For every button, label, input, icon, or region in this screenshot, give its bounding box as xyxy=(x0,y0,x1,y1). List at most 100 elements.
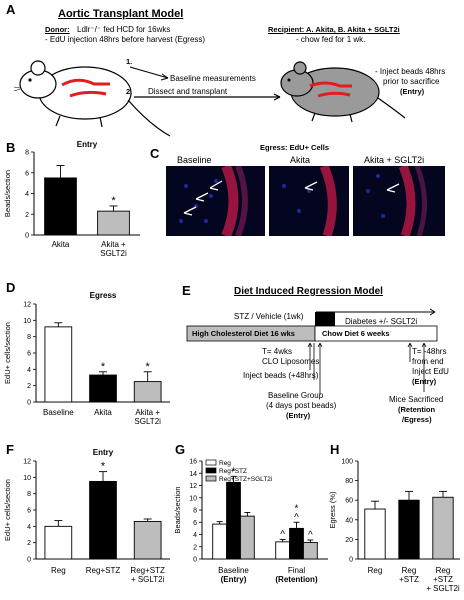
step-1-label: 1. xyxy=(126,57,133,66)
bar xyxy=(226,481,241,560)
category-label: Baseline xyxy=(43,408,74,417)
y-tick-label: 12 xyxy=(23,459,31,466)
y-tick-label: 12 xyxy=(189,483,197,490)
baseline-measure-label: Baseline measurements xyxy=(170,74,256,83)
y-tick-label: 4 xyxy=(27,524,31,531)
legend-swatch xyxy=(205,475,217,482)
significance-mark: * xyxy=(232,466,236,477)
timeline-schematic xyxy=(186,308,438,395)
y-tick-label: 10 xyxy=(23,475,31,482)
bar xyxy=(44,525,73,560)
stz-label: STZ / Vehicle (1wk) xyxy=(234,312,304,321)
bar xyxy=(398,499,420,560)
recipient-heading: Recipient: A. Akita, B. Akita + SGLT2i xyxy=(268,25,400,34)
category-label: Final (Retention) xyxy=(275,566,318,584)
bar xyxy=(289,527,304,560)
category-label: Reg+STZ+ SGLT2i xyxy=(426,566,460,593)
y-tick-label: 4 xyxy=(193,532,197,539)
chart-title: Entry xyxy=(77,140,98,149)
baseline-group-line3: (Entry) xyxy=(286,411,311,420)
bar xyxy=(364,508,386,560)
y-tick-label: 0 xyxy=(27,557,31,564)
category-label: Akita xyxy=(94,408,112,417)
t4-line2: CLO Liposomes xyxy=(262,357,320,366)
y-tick-label: 6 xyxy=(27,351,31,358)
step-2-label: 2. xyxy=(126,87,133,96)
y-tick-label: 60 xyxy=(345,498,353,505)
y-tick-label: 2 xyxy=(27,540,31,547)
donor-heading: Donor: xyxy=(45,25,70,34)
baseline-group-line2: (4 days post beads) xyxy=(266,401,337,410)
y-axis-label: Egress (%) xyxy=(328,491,337,529)
significance-mark: * xyxy=(111,195,116,207)
significance-mark: * xyxy=(101,361,106,373)
significance-mark: * xyxy=(101,461,106,473)
donor-mouse-icon xyxy=(13,60,171,137)
bar xyxy=(133,381,162,403)
panel-c-letter: C xyxy=(150,146,160,161)
category-label: Akita xyxy=(52,240,70,249)
donor-line2: - EdU injection 48hrs before harvest (Eg… xyxy=(45,35,206,44)
category-label: Reg+STZ xyxy=(86,566,121,575)
bar xyxy=(239,515,255,560)
legend-swatch xyxy=(205,459,217,466)
panel-d-letter: D xyxy=(6,280,16,295)
y-tick-label: 14 xyxy=(189,471,197,478)
bar xyxy=(89,480,117,560)
baseline-group-line1: Baseline Group xyxy=(268,391,324,400)
y-tick-label: 8 xyxy=(193,508,197,515)
inject-line1: - Inject beads 48hrs xyxy=(375,67,446,76)
y-axis-label: EdU+ cells/section xyxy=(3,479,12,541)
y-axis-label: Beads/section xyxy=(3,170,12,217)
bar xyxy=(432,496,454,560)
category-label: Reg xyxy=(51,566,66,575)
category-label: Akita + SGLT2i xyxy=(100,240,127,258)
panel-a-title: Aortic Transplant Model xyxy=(58,8,184,20)
y-tick-label: 10 xyxy=(189,495,197,502)
donor-desc: Ldlr⁻/⁻ fed HCD for 16wks xyxy=(77,25,171,34)
significance-mark: ^ xyxy=(280,529,285,540)
chart-title: Egress xyxy=(90,291,117,300)
y-tick-label: 16 xyxy=(189,459,197,466)
sacrificed-line2: (Retention xyxy=(398,405,436,414)
bar xyxy=(133,520,162,560)
y-tick-label: 40 xyxy=(345,517,353,524)
y-tick-label: 4 xyxy=(27,367,31,374)
transplant-schematic xyxy=(13,60,406,137)
micrograph-akita xyxy=(269,166,349,236)
stz-block xyxy=(315,312,335,326)
sacrificed-line1: Mice Sacrificed xyxy=(389,395,444,404)
tm48-line2: from end xyxy=(412,357,444,366)
y-tick-label: 100 xyxy=(341,459,353,466)
y-tick-label: 2 xyxy=(25,212,29,219)
chart-f: 0 2 4 6 8 10 12 EdU+ cells/section Entry Reg * Reg+… xyxy=(3,448,170,584)
panel-g-letter: G xyxy=(175,442,186,457)
micrograph-akita-sglt2i xyxy=(353,166,445,236)
panel-b-letter: B xyxy=(6,140,16,155)
micrograph-baseline xyxy=(166,166,265,236)
t4-line1: T= 4wks xyxy=(262,347,293,356)
significance-mark: * ^ xyxy=(294,503,299,523)
y-tick-label: 12 xyxy=(23,302,31,309)
inject-beads-label: Inject beads (+48hrs) xyxy=(243,371,319,380)
bar xyxy=(302,542,318,560)
bar xyxy=(89,374,117,403)
bar xyxy=(275,541,291,560)
y-tick-label: 6 xyxy=(193,520,197,527)
chart-h: 0 20 40 60 80 100 Egress (%) Reg Reg +STZ Reg +STZ +… xyxy=(328,459,460,593)
panel-a-letter: A xyxy=(6,2,16,17)
recipient-line2: - chow fed for 1 wk. xyxy=(296,35,366,44)
legend-label: Reg+STZ+SGLT2i xyxy=(219,476,272,483)
bar xyxy=(44,177,77,236)
y-tick-label: 20 xyxy=(345,537,353,544)
tm48-line1: T= -48hrs xyxy=(412,347,447,356)
significance-mark: ^ xyxy=(308,530,313,541)
micro-label-baseline: Baseline xyxy=(177,155,212,165)
inject-line3: (Entry) xyxy=(400,87,425,96)
recipient-mouse-icon xyxy=(280,61,406,123)
y-axis-label: Beads/section xyxy=(173,486,182,533)
tm48-line4: (Entry) xyxy=(412,377,437,386)
y-tick-label: 6 xyxy=(27,508,31,515)
y-tick-label: 6 xyxy=(25,170,29,177)
bar xyxy=(212,523,228,560)
